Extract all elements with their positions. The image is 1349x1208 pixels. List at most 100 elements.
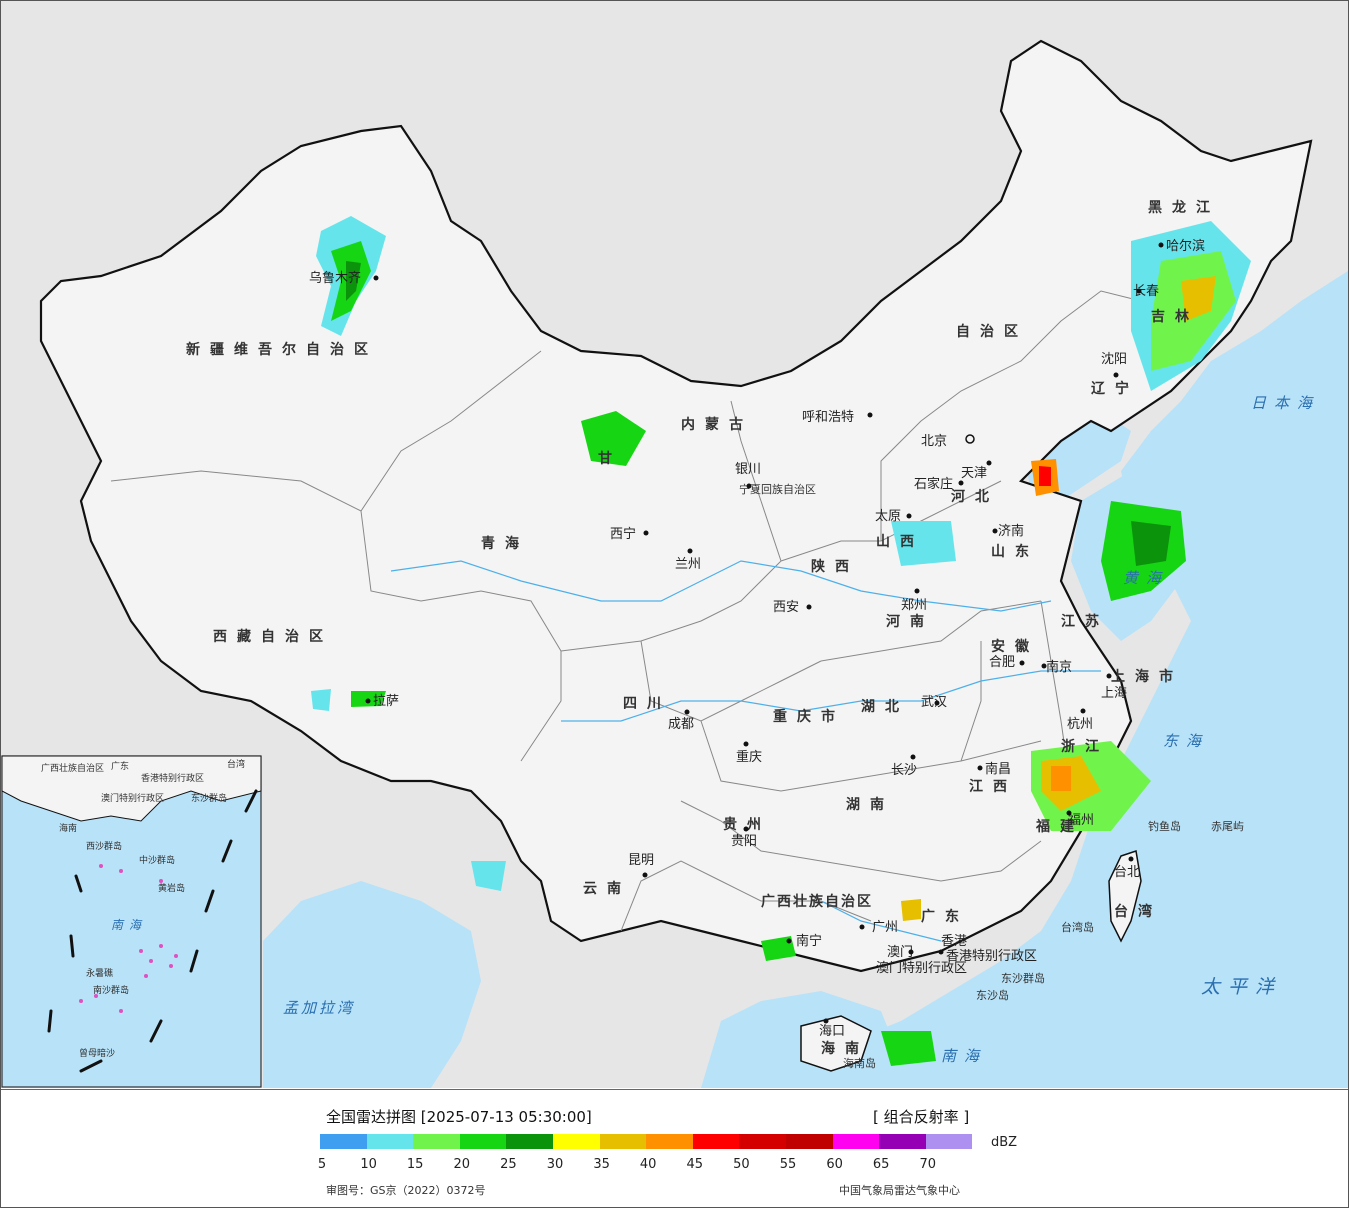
inset-label-dongsha: 东沙群岛 <box>191 792 227 804</box>
city-haikou: 海口 <box>819 1024 845 1039</box>
color-scale-cell <box>413 1134 460 1149</box>
inset-label-macau: 澳门特别行政区 <box>101 792 164 804</box>
label-anhui: 安徽 <box>991 638 1039 655</box>
inset-label-xisha: 西沙群岛 <box>86 840 122 852</box>
city-taiyuan: 太原 <box>875 509 901 524</box>
color-scale-cell <box>739 1134 786 1149</box>
inset-label-hk: 香港特别行政区 <box>141 772 204 784</box>
label-diaoyu: 钓鱼岛 <box>1148 819 1181 833</box>
color-scale-cell <box>600 1134 647 1149</box>
city-lanzhou: 兰州 <box>675 557 701 572</box>
color-scale-cell <box>926 1134 973 1149</box>
label-henan: 河南 <box>886 613 934 630</box>
label-guangdong: 广东 <box>921 908 969 925</box>
inset-label-hainan: 海南 <box>59 822 77 834</box>
city-hohhot: 呼和浩特 <box>802 410 854 425</box>
label-hubei: 湖北 <box>861 699 909 715</box>
color-scale-tick-label: 35 <box>593 1157 610 1172</box>
color-scale-tick-label: 70 <box>920 1157 937 1172</box>
label-macau-sar: 澳门特别行政区 <box>876 960 967 976</box>
city-wuhan: 武汉 <box>921 695 947 710</box>
legend-panel: 全国雷达拼图 [2025-07-13 05:30:00] [ 组合反射率 ] d… <box>1 1089 1348 1208</box>
city-shenyang: 沈阳 <box>1101 352 1127 367</box>
label-xinjiang: 新疆维吾尔自治区 <box>186 341 378 358</box>
color-scale-cell <box>693 1134 740 1149</box>
label-sea-of-japan: 日本海 <box>1251 394 1320 412</box>
label-taiwan-island: 台湾岛 <box>1061 920 1094 934</box>
label-guangxi: 广西壮族自治区 <box>761 893 873 910</box>
approval-number: 审图号：GS京（2022）0372号 <box>326 1182 486 1198</box>
city-nanchang: 南昌 <box>985 761 1011 777</box>
color-scale-cell <box>553 1134 600 1149</box>
legend-product: [ 组合反射率 ] <box>873 1106 969 1127</box>
label-shanghai-shi: 上海市 <box>1111 668 1183 685</box>
label-yellow-sea: 黄海 <box>1123 569 1169 587</box>
city-jinan: 济南 <box>998 523 1024 539</box>
city-tianjin: 天津 <box>961 466 987 481</box>
inset-label-south-sea: 南海 <box>111 918 147 932</box>
city-chongqing: 重庆 <box>736 749 762 765</box>
city-changsha: 长沙 <box>891 763 917 778</box>
city-beijing: 北京 <box>921 434 947 449</box>
inset-label-zhongsha: 中沙群岛 <box>139 854 175 866</box>
color-scale-tick-label: 30 <box>547 1157 564 1172</box>
legend-title: 全国雷达拼图 [2025-07-13 05:30:00] <box>326 1106 592 1127</box>
label-hebei: 河北 <box>951 488 999 505</box>
label-dongsha-island: 东沙岛 <box>976 988 1009 1002</box>
label-hunan: 湖南 <box>846 796 894 813</box>
city-xian: 西安 <box>773 600 799 615</box>
color-scale-cell <box>646 1134 693 1149</box>
color-scale-tick-label: 15 <box>407 1157 424 1172</box>
color-scale-tick-label: 20 <box>454 1157 471 1172</box>
label-bay-of-bengal: 孟加拉湾 <box>283 999 355 1017</box>
color-scale-tick-label: 40 <box>640 1157 657 1172</box>
inset-label-taiwan: 台湾 <box>227 758 245 770</box>
color-scale-cell <box>367 1134 414 1149</box>
label-yunnan: 云南 <box>583 880 631 897</box>
label-chongqing: 重庆市 <box>773 708 845 725</box>
city-guangzhou: 广州 <box>872 920 898 935</box>
label-shaanxi: 陕西 <box>811 558 859 575</box>
label-zizhiqu: 自治区 <box>956 323 1028 340</box>
legend-unit: dBZ <box>991 1135 1017 1150</box>
city-nanning: 南宁 <box>796 933 822 949</box>
city-harbin: 哈尔滨 <box>1166 238 1205 254</box>
color-scale-cell <box>786 1134 833 1149</box>
city-shanghai: 上海 <box>1101 686 1127 701</box>
color-scale-bar <box>320 1134 972 1149</box>
label-pacific-ocean: 太平洋 <box>1201 976 1282 998</box>
label-shandong: 山东 <box>991 543 1039 560</box>
inset-label-zengmu: 曾母暗沙 <box>79 1047 115 1059</box>
city-taipei: 台北 <box>1114 865 1140 880</box>
label-chiwei: 赤尾屿 <box>1211 820 1244 833</box>
color-scale-tick-label: 45 <box>687 1157 704 1172</box>
color-scale-cell <box>460 1134 507 1149</box>
city-guiyang: 贵阳 <box>731 834 757 849</box>
inset-label-guangdong: 广东 <box>111 760 129 772</box>
color-scale-tick-label: 50 <box>733 1157 750 1172</box>
inset-label-yongshu: 永暑礁 <box>86 967 113 979</box>
radar-map: 新疆维吾尔自治区 西藏自治区 青海 甘 内蒙古 自治区 黑龙江 吉林 辽宁 河北… <box>1 1 1348 1088</box>
agency-name: 中国气象局雷达气象中心 <box>839 1182 960 1198</box>
label-sichuan: 四川 <box>623 696 671 712</box>
city-zhengzhou: 郑州 <box>901 598 927 613</box>
city-lhasa: 拉萨 <box>373 694 399 709</box>
label-jiangxi: 江西 <box>969 778 1017 795</box>
color-scale-tick-label: 60 <box>826 1157 843 1172</box>
color-scale-cell <box>833 1134 880 1149</box>
city-shijiazhuang: 石家庄 <box>914 476 953 492</box>
city-xining: 西宁 <box>610 526 636 542</box>
color-scale-tick-label: 5 <box>318 1157 326 1172</box>
color-scale-cell <box>320 1134 367 1149</box>
color-scale-tick-label: 55 <box>780 1157 797 1172</box>
label-neimenggu: 内蒙古 <box>681 416 753 433</box>
label-east-china-sea: 东海 <box>1163 732 1209 750</box>
label-hainan: 海南 <box>821 1040 869 1057</box>
label-xizang: 西藏自治区 <box>213 628 333 645</box>
inset-label-nansha: 南沙群岛 <box>93 984 129 996</box>
label-heilongjiang: 黑龙江 <box>1148 199 1220 216</box>
label-gan: 甘 <box>598 450 622 467</box>
label-jiangsu: 江苏 <box>1061 613 1109 630</box>
label-dongsha-islands: 东沙群岛 <box>1001 971 1045 985</box>
